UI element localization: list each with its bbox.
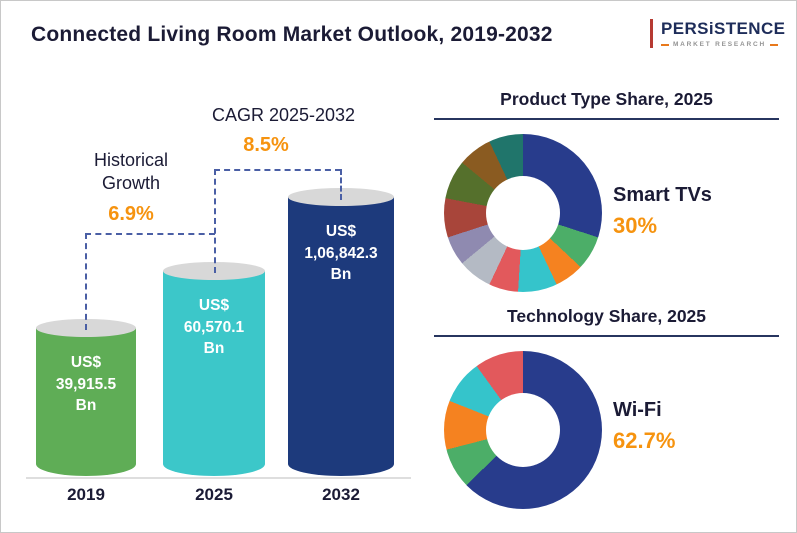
dashed-connector xyxy=(85,233,215,235)
dashed-connector xyxy=(340,169,342,200)
product-type-share-title: Product Type Share, 2025 xyxy=(500,89,713,109)
product-type-highlight-label: Smart TVs xyxy=(613,184,712,206)
historical-growth-value: 6.9% xyxy=(108,203,154,225)
technology-highlight-value: 62.7% xyxy=(613,428,676,453)
axis-label-2032: 2032 xyxy=(322,485,360,504)
bar-2025-value: US$ 60,570.1 Bn xyxy=(183,297,245,358)
bar-2025: US$ 60,570.1 Bn xyxy=(163,262,265,476)
bar-chart-baseline xyxy=(26,477,411,479)
brand-logo-text: PERSiSTENCE xyxy=(661,19,786,38)
brand-logo-subtitle-row: MARKET RESEARCH xyxy=(661,41,778,48)
cagr-value: 8.5% xyxy=(243,134,289,156)
dashed-connector xyxy=(85,233,87,330)
technology-share-title: Technology Share, 2025 xyxy=(506,306,707,326)
axis-label-2025: 2025 xyxy=(195,485,233,504)
brand-logo: PERSiSTENCE MARKET RESEARCH xyxy=(650,19,786,48)
cagr-label: CAGR 2025-2032 xyxy=(211,105,356,125)
dashed-connector xyxy=(214,169,341,171)
bar-2032-value: US$ 1,06,842.3 Bn xyxy=(304,223,378,284)
technology-share-divider xyxy=(434,335,779,337)
technology-donut-chart xyxy=(444,351,602,509)
bar-2032: US$ 1,06,842.3 Bn xyxy=(288,188,394,476)
brand-logo-subtitle: MARKET RESEARCH xyxy=(672,41,767,48)
product-type-share-divider xyxy=(434,118,779,120)
axis-label-2019: 2019 xyxy=(67,485,105,504)
product-type-donut-chart xyxy=(444,134,602,292)
historical-growth-label: Historical Growth xyxy=(93,150,168,194)
logo-accent-bar-left xyxy=(661,43,669,46)
bar-2019: US$ 39,915.5 Bn xyxy=(36,319,136,476)
dashed-connector xyxy=(214,169,216,273)
logo-accent-bar-right xyxy=(770,43,778,46)
technology-highlight-label: Wi-Fi xyxy=(613,399,662,421)
product-type-highlight-value: 30% xyxy=(613,213,658,238)
page-title: Connected Living Room Market Outlook, 20… xyxy=(31,23,553,46)
bar-2019-value: US$ 39,915.5 Bn xyxy=(55,354,117,415)
